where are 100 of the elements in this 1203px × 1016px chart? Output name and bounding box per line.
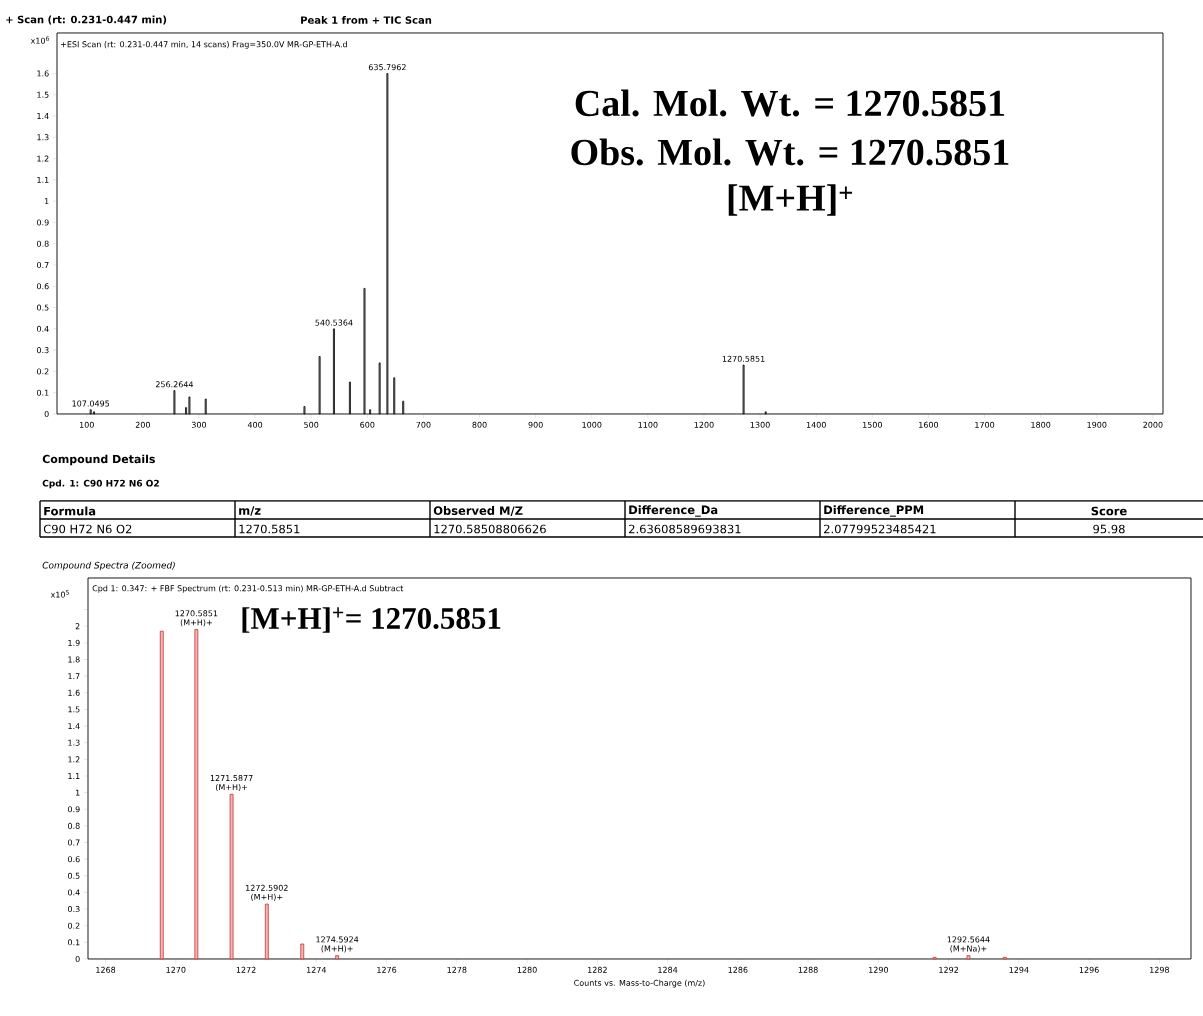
text: Difference_PPM [824, 505, 924, 517]
x-tick-label: 1280 [517, 966, 537, 973]
y-tick-label: 1.1 [37, 176, 49, 183]
x-tick-label: 900 [528, 421, 543, 428]
x-tick-label: 1276 [377, 966, 397, 973]
bar [229, 793, 234, 960]
y-tick-label: 1.2 [37, 155, 49, 162]
x-tick-label: 700 [416, 421, 431, 428]
bar [966, 955, 971, 960]
x-tick-label: 1400 [806, 421, 826, 428]
annotation: 1270.5851 [175, 610, 218, 617]
x-tick-label: 400 [247, 421, 263, 428]
text: Score [1091, 506, 1127, 516]
x-tick-label: 1284 [658, 966, 678, 973]
x-tick-label: 500 [304, 421, 319, 428]
text: C90 H72 N6 O2 [43, 524, 132, 534]
x-tick-label: 1282 [588, 966, 607, 973]
annotation: 635.7962 [368, 64, 406, 71]
annotation: 256.2644 [155, 381, 194, 388]
y-tick-label: 1.6 [68, 689, 80, 696]
x-tick-label: 1200 [694, 421, 714, 428]
y-tick-label: 1.6 [37, 70, 49, 77]
x-tick-label: 1000 [582, 421, 602, 428]
y-tick-label: 0.2 [68, 922, 80, 929]
x-tick-label: 200 [135, 421, 150, 428]
annotation: Cal. Mol. Wt. = 1270.5851 [575, 89, 1005, 117]
x-tick-label: 1286 [728, 966, 748, 973]
y-tick-label: 0.8 [37, 240, 49, 247]
x-tick-label: 1300 [750, 421, 770, 428]
annotation: (M+H)+ [216, 783, 248, 792]
annotation: 1274.5924 [316, 936, 359, 943]
text: 1270.5851 [239, 524, 300, 534]
bar [194, 629, 199, 960]
text: m/z [239, 506, 261, 516]
y-tick-label: 0.7 [68, 839, 80, 846]
x-tick-label: 1500 [863, 421, 882, 428]
y-tick-label: 0.1 [37, 389, 49, 396]
x-tick-label: 800 [472, 421, 487, 428]
x-tick-label: 1278 [447, 966, 467, 973]
y-tick-label: 0.9 [37, 219, 49, 226]
x-tick-label: 1290 [869, 966, 889, 973]
text: Formula [44, 506, 96, 516]
y-tick-label: 0.3 [37, 347, 49, 354]
y-tick-label: 0 [44, 410, 49, 418]
x-tick-label: 1268 [96, 966, 116, 973]
x-tick-label: 1298 [1150, 966, 1170, 973]
x-tick-label: 1272 [236, 966, 256, 973]
y-tick-label: 0.6 [68, 856, 80, 863]
bar [264, 903, 269, 960]
text: 1270.58508806626 [434, 524, 546, 534]
annotation: 1292.5644 [947, 936, 990, 943]
annotation: (M+H)+ [251, 893, 283, 901]
text: Cpd. 1: C90 H72 N6 O2 [42, 479, 159, 489]
y-tick-label: 1.4 [68, 723, 80, 729]
y-tick-label: 1.2 [68, 756, 80, 763]
x-tick-label: 1292 [939, 966, 958, 973]
x-tick-label: 100 [79, 421, 94, 428]
chart-title: Compound Spectra (Zoomed) [42, 561, 175, 571]
annotation: 1271.5877 [210, 775, 253, 782]
y-tick-label: 1.9 [68, 639, 80, 646]
x-tick-label: 1274 [307, 966, 327, 973]
x-tick-label: 1900 [1087, 421, 1107, 428]
x-tick-label: 1296 [1079, 966, 1099, 973]
y-tick-label: 1.5 [68, 706, 80, 713]
y-tick-label: 0.2 [37, 368, 49, 375]
x-tick-label: 2000 [1143, 421, 1163, 428]
text: 95.98 [1093, 524, 1125, 534]
x-tick-label: 600 [360, 421, 375, 428]
y-axis-title: x10$^{6}$ [30, 36, 49, 44]
annotation: (M+Na)+ [950, 945, 987, 953]
bar [335, 955, 340, 960]
annotation: (M+H)+ [321, 945, 353, 953]
x-tick-label: 1294 [1009, 966, 1029, 973]
y-tick-label: 0.9 [68, 806, 80, 813]
y-tick-label: 1.1 [68, 773, 80, 779]
x-tick-label: 1270 [166, 966, 186, 973]
y-tick-label: 0.8 [68, 822, 80, 829]
y-tick-label: 0.7 [37, 261, 49, 269]
text: Compound Details [42, 454, 155, 466]
x-tick-label: 1100 [638, 421, 658, 428]
y-tick-label: 0.5 [68, 872, 80, 879]
y-tick-label: 0 [75, 955, 80, 963]
x-axis-title: Counts vs. Mass-to-Charge (m/z) [574, 979, 705, 988]
y-tick-label: 0.3 [68, 906, 80, 913]
x-tick-label: 300 [191, 421, 207, 428]
text: 2.07799523485421 [824, 524, 936, 534]
y-tick-label: 1.5 [37, 91, 49, 98]
x-tick-label: 1700 [975, 421, 995, 428]
y-tick-label: 1.4 [37, 113, 49, 119]
y-tick-label: 0.6 [37, 283, 49, 290]
annotation: [M+H]$^{+}$= 1270.5851 [242, 607, 501, 633]
y-axis-title: x10$^{5}$ [50, 590, 69, 598]
annotation: 1270.5851 [722, 355, 765, 362]
annotation: (M+H)+ [180, 619, 212, 627]
y-tick-label: 2 [75, 623, 80, 630]
y-tick-label: 1.3 [37, 134, 49, 141]
x-tick-label: 1288 [798, 966, 818, 973]
y-tick-label: 1.3 [68, 739, 80, 746]
y-tick-label: 0.1 [68, 939, 80, 946]
annotation: +ESI Scan (rt: 0.231-0.447 min, 14 scans) Frag=350.0V MR-GP-ETH-A.d [61, 41, 347, 49]
